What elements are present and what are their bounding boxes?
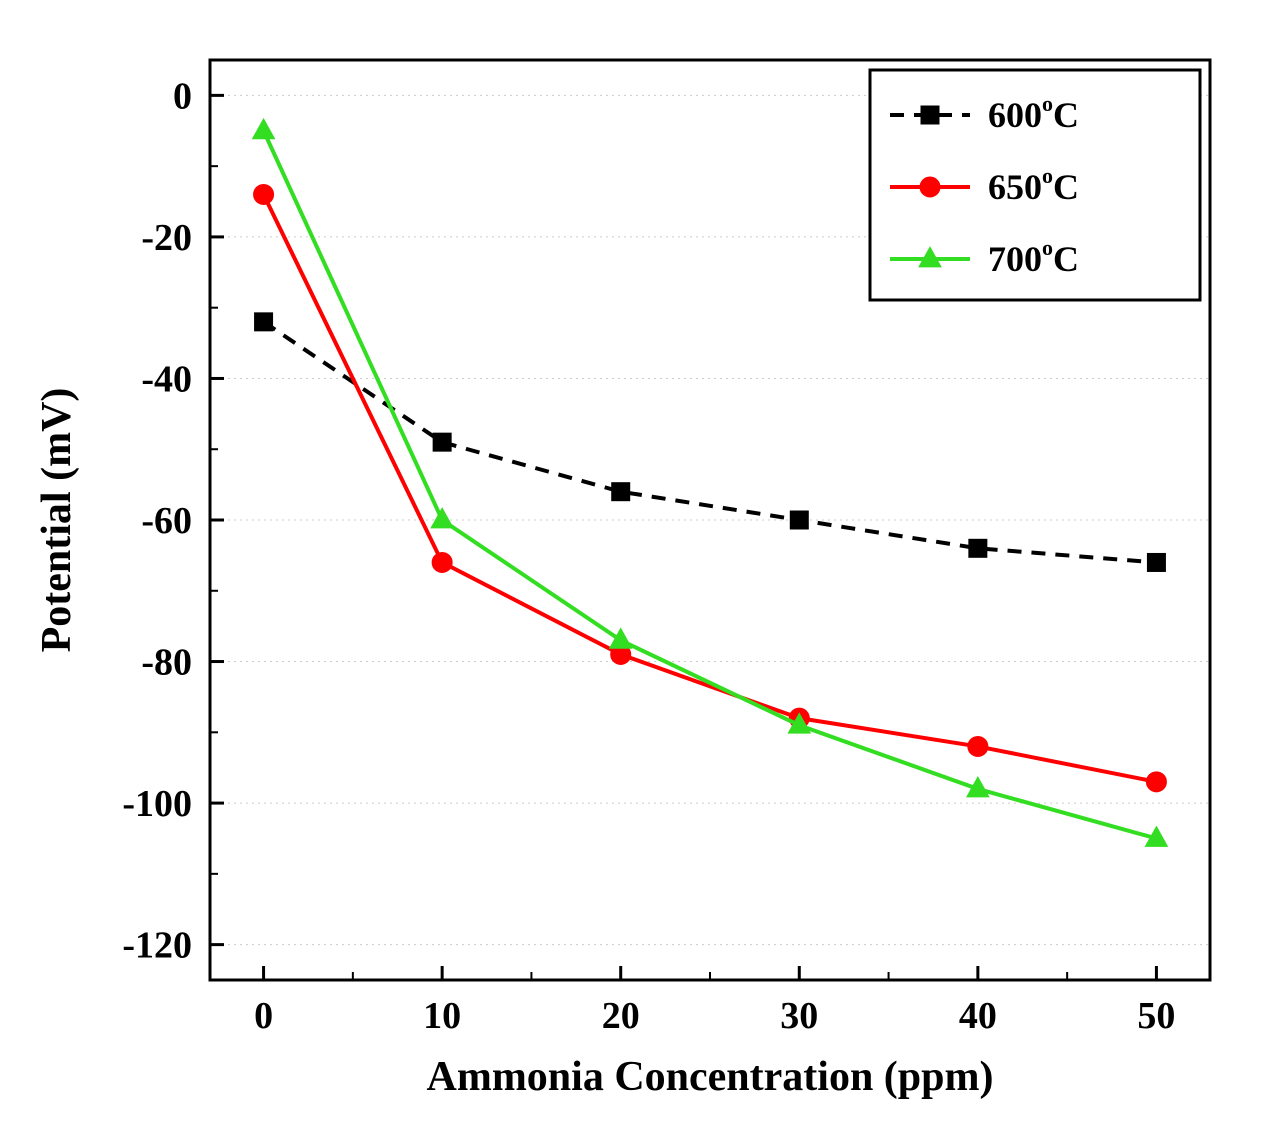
svg-text:30: 30 [780, 995, 818, 1037]
svg-text:600oC: 600oC [988, 91, 1079, 135]
svg-text:700oC: 700oC [988, 235, 1079, 279]
svg-text:0: 0 [173, 75, 192, 117]
svg-text:50: 50 [1137, 995, 1175, 1037]
svg-text:-20: -20 [141, 217, 192, 259]
svg-text:20: 20 [602, 995, 640, 1037]
svg-text:-100: -100 [122, 783, 192, 825]
svg-text:-40: -40 [141, 358, 192, 400]
svg-text:10: 10 [423, 995, 461, 1037]
svg-text:Potential (mV): Potential (mV) [34, 388, 80, 653]
svg-text:-80: -80 [141, 642, 192, 684]
svg-text:40: 40 [959, 995, 997, 1037]
chart-container: 0 10 20 30 40 50 -120 -100 -80 -60 -40 -20 0 Ammonia … [0, 0, 1286, 1142]
line-chart: 0 10 20 30 40 50 -120 -100 -80 -60 -40 -20 0 Ammonia … [0, 0, 1286, 1142]
svg-text:-120: -120 [122, 925, 192, 967]
svg-text:Ammonia Concentration (ppm): Ammonia Concentration (ppm) [427, 1054, 994, 1100]
svg-text:0: 0 [254, 995, 273, 1037]
svg-text:650oC: 650oC [988, 163, 1079, 207]
svg-text:-60: -60 [141, 500, 192, 542]
